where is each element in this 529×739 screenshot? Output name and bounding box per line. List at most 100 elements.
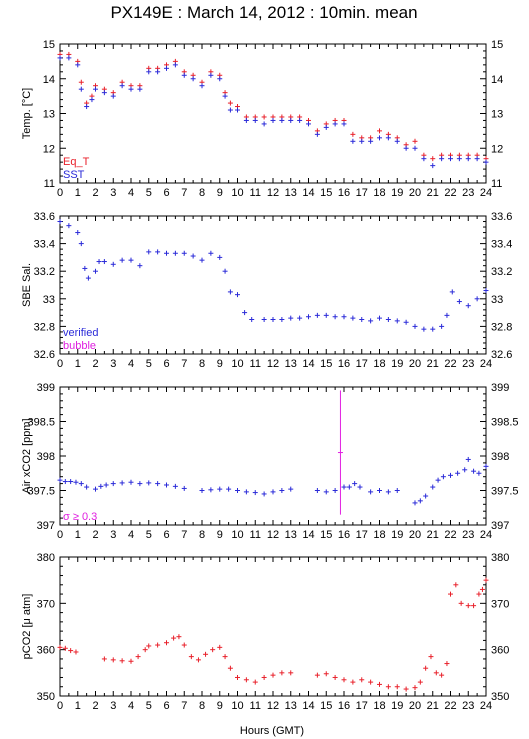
y-tick-label-left: 11 [44,178,55,190]
plot-frame [59,386,487,526]
data-point [73,649,79,655]
data-point [235,488,240,493]
data-point [78,86,84,92]
data-point [455,470,461,476]
legend-entry: σ ≥ 0.3 [63,511,97,523]
series-1 [57,51,489,162]
data-point [261,491,267,497]
data-point [57,219,63,225]
data-point [377,135,382,141]
data-point [288,670,294,676]
y-tick-label-right: 15 [491,39,503,51]
data-point [227,665,233,671]
y-tick-label-left: 360 [37,645,55,657]
y-axis-label: SBE Sal. [21,263,33,307]
data-point [217,254,223,260]
data-point [75,62,81,68]
x-axis-label: Hours (GMT) [240,725,304,737]
panel-3: 0 1 2 3 4 5 6 7 8 9 10 11 12 13 14 15 16 17 18 19 20 21 22 23 24… [21,382,519,541]
data-point [181,642,187,648]
data-point [483,159,489,165]
x-tick-label: 12 [267,187,279,199]
legend-entry: bubble [63,340,96,352]
data-point [217,76,223,82]
data-point [350,315,356,321]
data-point [341,121,347,127]
x-tick-label: 8 [199,700,205,712]
data-point [110,481,116,487]
x-tick-label: 24 [480,700,492,712]
x-tick-label: 13 [285,529,297,541]
data-point [261,114,267,120]
x-tick-label: 20 [409,529,421,541]
y-tick-label-right: 33.4 [491,239,512,251]
data-point [403,145,409,151]
data-point [279,488,285,493]
data-point [385,684,391,690]
data-point [128,86,134,92]
y-tick-label-left: 370 [37,598,55,610]
x-tick-label: 21 [427,358,439,370]
y-tick-label-right: 33.2 [491,266,512,278]
x-tick-label: 23 [462,700,474,712]
y-tick-label-right: 398.5 [491,417,519,429]
data-point [306,314,311,320]
x-tick-label: 4 [128,700,134,712]
data-point [164,640,169,646]
x-tick-label: 20 [409,187,421,199]
data-point [89,97,95,103]
x-tick-label: 4 [128,529,134,541]
y-tick-label-right: 14 [491,74,503,86]
x-tick-label: 21 [427,187,439,199]
data-point [199,488,205,493]
data-point [93,268,98,274]
x-tick-label: 16 [338,700,350,712]
x-tick-label: 23 [462,529,474,541]
data-point [403,686,409,692]
x-tick-label: 10 [231,529,243,541]
data-point [62,645,68,651]
data-point [172,62,178,68]
x-tick-label: 7 [181,358,187,370]
data-point [172,483,178,489]
data-point [146,643,152,649]
data-point [440,474,446,480]
data-point [394,138,400,144]
y-tick-label-left: 14 [43,74,55,86]
data-point [471,603,477,609]
x-tick-label: 18 [373,187,385,199]
x-tick-label: 12 [267,700,279,712]
data-point [346,484,352,490]
x-tick-label: 1 [75,700,81,712]
data-point [314,488,320,493]
data-point [119,83,125,89]
legend-entry: Eq_T [63,156,90,168]
y-tick-label-left: 397.5 [27,486,55,498]
x-tick-label: 19 [391,187,403,199]
data-point [137,481,143,487]
x-tick-label: 3 [110,358,116,370]
data-point [476,591,482,597]
y-tick-label-left: 32.6 [34,349,55,361]
data-point [128,479,134,485]
legend-entry: verified [63,327,98,339]
data-point [222,93,228,99]
x-tick-label: 16 [338,187,350,199]
x-tick-label: 8 [199,187,205,199]
data-point [332,121,338,127]
x-tick-label: 12 [267,358,279,370]
x-tick-label: 1 [75,529,81,541]
data-point [96,259,102,265]
data-point [323,489,329,495]
data-point [195,657,201,663]
x-tick-label: 4 [128,358,134,370]
x-tick-label: 19 [391,529,403,541]
x-tick-label: 22 [444,700,456,712]
data-point [84,484,90,490]
series-1 [57,219,489,332]
data-point [110,261,116,267]
data-point [242,310,248,316]
data-point [423,665,429,671]
data-point [101,259,107,265]
data-point [78,79,84,85]
